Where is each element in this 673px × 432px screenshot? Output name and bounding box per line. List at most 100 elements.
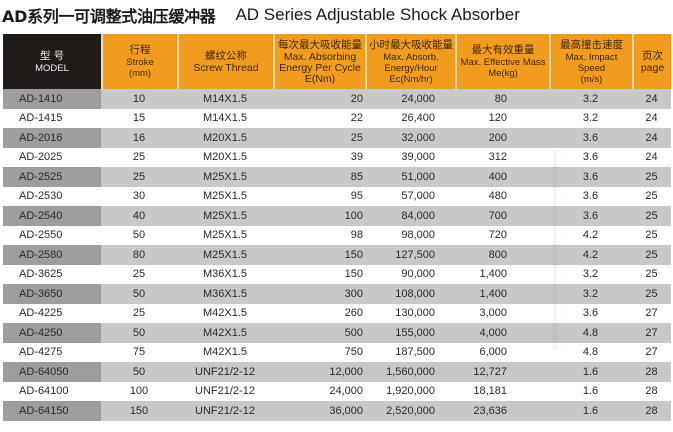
table-row: AD-2580 80 M25X1.5 150 127,500 800 4.2 25: [3, 245, 671, 265]
header-cn: 小时最大吸收能量: [369, 38, 453, 51]
table-row: AD-64150 150 UNF21/2-12 36,000 2,520,000 23,6…: [3, 401, 671, 421]
cell-energy-cycle: 150: [273, 245, 365, 265]
cell-energy-hour: 1,920,000: [365, 381, 455, 401]
cell-speed: 3.2: [549, 108, 632, 128]
cell-speed: 3.2: [549, 264, 632, 284]
cell-model: AD-64100: [3, 381, 101, 401]
cell-mass: 1,400: [455, 284, 549, 304]
cell-mass: 480: [455, 186, 549, 206]
page-title: AD系列一可调整式油压缓冲器 AD Series Adjustable Shoc…: [2, 3, 520, 27]
cell-thread: M42X1.5: [177, 303, 273, 323]
title-chinese: AD系列一可调整式油压缓冲器: [2, 7, 216, 26]
cell-speed: 4.2: [549, 225, 632, 245]
cell-page: 25: [632, 186, 671, 206]
header-cn: 每次最大吸收能量: [278, 38, 362, 51]
cell-stroke: 75: [101, 342, 177, 362]
table-row: AD-1410 10 M14X1.5 20 24,000 80 3.2 24: [3, 89, 671, 109]
cell-page: 25: [632, 284, 671, 304]
cell-speed: 3.2: [549, 284, 632, 304]
header-unit: Me(kg): [488, 68, 518, 79]
cell-model: AD-2550: [3, 225, 101, 245]
cell-stroke: 25: [101, 147, 177, 167]
table-row: AD-2525 25 M25X1.5 85 51,000 400 3.6 25: [3, 167, 671, 187]
header-cn: 型 号: [39, 49, 65, 62]
column-header-stroke: 行程 Stroke (mm): [101, 34, 177, 89]
cell-thread: M25X1.5: [177, 206, 273, 226]
cell-thread: M14X1.5: [177, 108, 273, 128]
cell-mass: 18,181: [455, 381, 549, 401]
cell-stroke: 15: [101, 108, 177, 128]
cell-stroke: 10: [101, 89, 177, 109]
cell-thread: M42X1.5: [177, 342, 273, 362]
cell-speed: 3.6: [549, 128, 632, 148]
cell-energy-hour: 98,000: [365, 225, 455, 245]
cell-energy-hour: 155,000: [365, 323, 455, 343]
cell-thread: M20X1.5: [177, 147, 273, 167]
table-row: AD-64050 50 UNF21/2-12 12,000 1,560,000 12,72…: [3, 362, 671, 382]
cell-stroke: 80: [101, 245, 177, 265]
cell-model: AD-1410: [3, 89, 101, 109]
cell-energy-cycle: 12,000: [273, 362, 365, 382]
cell-energy-cycle: 24,000: [273, 381, 365, 401]
cell-energy-hour: 39,000: [365, 147, 455, 167]
header-en: Energy Per Cycle: [279, 61, 361, 74]
header-unit: (m/s): [580, 73, 603, 85]
cell-mass: 800: [455, 245, 549, 265]
cell-energy-cycle: 36,000: [273, 401, 365, 421]
cell-thread: M25X1.5: [177, 225, 273, 245]
header-en: Max. Absorbing: [283, 50, 357, 63]
cell-model: AD-4250: [3, 323, 101, 343]
header-en: Max. Effective Mass: [460, 57, 546, 68]
cell-mass: 12,727: [455, 362, 549, 382]
cell-speed: 1.6: [549, 401, 632, 421]
cell-page: 24: [632, 108, 671, 128]
column-header-energy-hour: 小时最大吸收能量 Max. Absorb. Energy/Hour Ec(Nm/…: [365, 34, 455, 89]
header-en: page: [640, 61, 665, 74]
cell-thread: UNF21/2-12: [177, 401, 273, 421]
cell-thread: M20X1.5: [177, 128, 273, 148]
cell-mass: 1,400: [455, 264, 549, 284]
header-en: MODEL: [35, 62, 69, 74]
cell-speed: 3.6: [549, 147, 632, 167]
cell-page: 25: [632, 264, 671, 284]
cell-stroke: 16: [101, 128, 177, 148]
column-header-speed: 最高撞击速度 Max. Impact Speed (m/s): [549, 34, 632, 89]
cell-stroke: 100: [101, 381, 177, 401]
cell-page: 25: [632, 245, 671, 265]
cell-energy-cycle: 22: [273, 108, 365, 128]
table-row: AD-64100 100 UNF21/2-12 24,000 1,920,000 18,1…: [3, 381, 671, 401]
cell-energy-hour: 108,000: [365, 284, 455, 304]
cell-mass: 120: [455, 108, 549, 128]
header-en: Screw Thread: [193, 61, 259, 74]
cell-model: AD-2525: [3, 167, 101, 187]
table-row: AD-2016 16 M20X1.5 25 32,000 200 3.6 24: [3, 128, 671, 148]
cell-energy-hour: 26,400: [365, 108, 455, 128]
cell-energy-hour: 84,000: [365, 206, 455, 226]
header-cn: 最大有效重量: [471, 44, 535, 56]
cell-energy-cycle: 20: [273, 89, 365, 109]
cell-stroke: 50: [101, 225, 177, 245]
cell-page: 28: [632, 381, 671, 401]
cell-model: AD-4225: [3, 303, 101, 323]
cell-energy-cycle: 500: [273, 323, 365, 343]
table-header-row: 型 号 MODEL 行程 Stroke (mm) 螺纹公称 Screw Thre…: [3, 34, 671, 89]
cell-model: AD-2016: [3, 128, 101, 148]
header-en: Energy/Hour: [384, 62, 438, 74]
cell-stroke: 30: [101, 186, 177, 206]
cell-thread: M25X1.5: [177, 167, 273, 187]
header-cn: 最高撞击速度: [560, 38, 623, 51]
cell-thread: M25X1.5: [177, 186, 273, 206]
cell-page: 24: [632, 147, 671, 167]
cell-model: AD-3650: [3, 284, 101, 304]
cell-energy-hour: 2,520,000: [365, 401, 455, 421]
cell-mass: 80: [455, 89, 549, 109]
cell-page: 27: [632, 323, 671, 343]
cell-speed: 3.6: [549, 186, 632, 206]
cell-energy-cycle: 300: [273, 284, 365, 304]
table-row: AD-1415 15 M14X1.5 22 26,400 120 3.2 24: [3, 108, 671, 128]
cell-speed: 3.6: [549, 167, 632, 187]
table-body: AD-1410 10 M14X1.5 20 24,000 80 3.2 24 AD-1415 15…: [3, 89, 671, 421]
cell-speed: 4.2: [549, 245, 632, 265]
cell-page: 28: [632, 362, 671, 382]
cell-model: AD-64150: [3, 401, 101, 421]
